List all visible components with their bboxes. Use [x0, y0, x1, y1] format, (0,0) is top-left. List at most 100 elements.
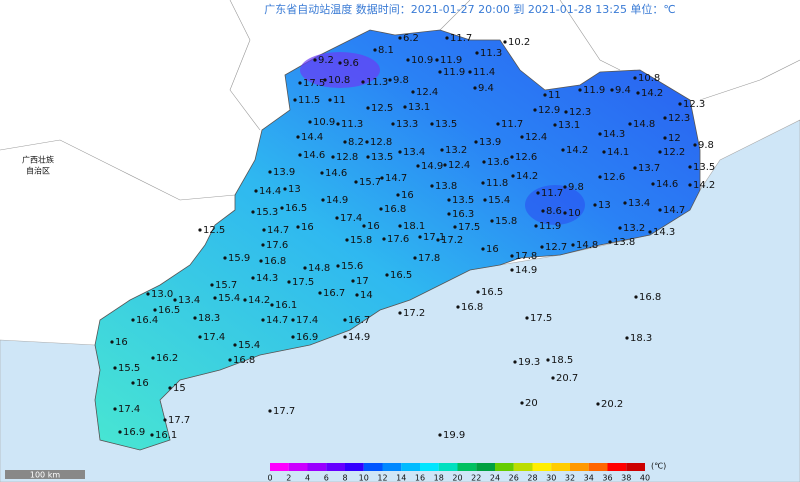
- station-dot: [598, 132, 602, 136]
- legend-swatch: [307, 463, 327, 471]
- station-dot: [262, 228, 266, 232]
- station-dot: [303, 266, 307, 270]
- station-dot: [435, 58, 439, 62]
- station-dot: [520, 135, 524, 139]
- station-value: 13.8: [435, 181, 457, 192]
- legend-tick-label: 40: [640, 474, 650, 482]
- station-value: 13.4: [178, 295, 200, 306]
- station-dot: [578, 88, 582, 92]
- station-dot: [331, 155, 335, 159]
- station-dot: [259, 259, 263, 263]
- station-dot: [291, 335, 295, 339]
- station-value: 15.9: [228, 253, 250, 264]
- station-value: 17.8: [515, 251, 537, 262]
- legend-swatch: [363, 463, 383, 471]
- station-dot: [445, 36, 449, 40]
- station-dot: [648, 230, 652, 234]
- legend-swatch: [513, 463, 533, 471]
- station-value: 17.6: [387, 234, 409, 245]
- station-value: 15.7: [215, 280, 237, 291]
- station-value: 16.7: [323, 288, 345, 299]
- station-dot: [213, 296, 217, 300]
- station-dot: [438, 70, 442, 74]
- station-dot: [228, 358, 232, 362]
- station-value: 14.3: [653, 227, 675, 238]
- station-dot: [338, 61, 342, 65]
- legend-tick-label: 20: [452, 474, 462, 482]
- station-dot: [430, 122, 434, 126]
- legend-swatch: [495, 463, 514, 471]
- station-dot: [270, 303, 274, 307]
- station-value: 9.8: [698, 140, 714, 151]
- station-dot: [411, 90, 415, 94]
- station-value: 8.6: [546, 206, 562, 217]
- station-dot: [308, 120, 312, 124]
- legend-swatch: [382, 463, 402, 471]
- station-dot: [678, 102, 682, 106]
- station-value: 6.2: [403, 33, 419, 44]
- station-dot: [602, 150, 606, 154]
- station-dot: [251, 210, 255, 214]
- station-dot: [625, 336, 629, 340]
- station-value: 12.6: [603, 172, 625, 183]
- station-dot: [398, 36, 402, 40]
- station-value: 14.2: [248, 295, 270, 306]
- station-value: 17.6: [266, 240, 288, 251]
- station-value: 13: [288, 184, 301, 195]
- station-dot: [564, 110, 568, 114]
- station-dot: [418, 235, 422, 239]
- station-dot: [453, 225, 457, 229]
- legend-swatch: [457, 463, 477, 471]
- station-dot: [243, 298, 247, 302]
- station-dot: [298, 153, 302, 157]
- station-value: 12.3: [569, 107, 591, 118]
- station-value: 14.2: [516, 171, 538, 182]
- station-value: 14.4: [259, 186, 281, 197]
- station-value: 15.4: [488, 195, 510, 206]
- cold-area: [525, 185, 585, 225]
- station-value: 16: [136, 378, 149, 389]
- station-dot: [593, 203, 597, 207]
- station-dot: [563, 211, 567, 215]
- station-dot: [658, 208, 662, 212]
- station-dot: [436, 238, 440, 242]
- station-value: 14.2: [566, 145, 588, 156]
- station-value: 16.8: [233, 355, 255, 366]
- station-value: 14.8: [633, 119, 655, 130]
- station-value: 16: [486, 244, 499, 255]
- station-value: 11.4: [473, 67, 495, 78]
- station-dot: [634, 295, 638, 299]
- station-dot: [510, 155, 514, 159]
- station-dot: [354, 180, 358, 184]
- station-dot: [268, 409, 272, 413]
- station-value: 12.8: [370, 137, 392, 148]
- station-value: 12.3: [683, 99, 705, 110]
- station-dot: [351, 279, 355, 283]
- station-value: 12.8: [336, 152, 358, 163]
- legend-tick-label: 22: [471, 474, 481, 482]
- station-dot: [391, 122, 395, 126]
- station-value: 8.1: [378, 45, 394, 56]
- legend-swatch: [438, 463, 458, 471]
- station-value: 11: [548, 90, 561, 101]
- legend-swatch: [551, 463, 570, 471]
- legend-swatch: [588, 463, 608, 471]
- legend-swatch: [401, 463, 420, 471]
- station-value: 16: [367, 221, 380, 232]
- station-value: 9.8: [568, 182, 584, 193]
- station-value: 17.1: [423, 232, 445, 243]
- station-dot: [343, 140, 347, 144]
- station-dot: [608, 240, 612, 244]
- legend-tick-label: 0: [267, 474, 272, 482]
- station-dot: [320, 171, 324, 175]
- station-dot: [113, 407, 117, 411]
- station-value: 16.1: [155, 430, 177, 441]
- station-dot: [313, 58, 317, 62]
- station-value: 13.6: [487, 157, 509, 168]
- station-dot: [510, 254, 514, 258]
- station-dot: [513, 360, 517, 364]
- cold-area: [300, 52, 380, 88]
- station-dot: [490, 219, 494, 223]
- station-value: 11.9: [443, 67, 465, 78]
- station-dot: [561, 148, 565, 152]
